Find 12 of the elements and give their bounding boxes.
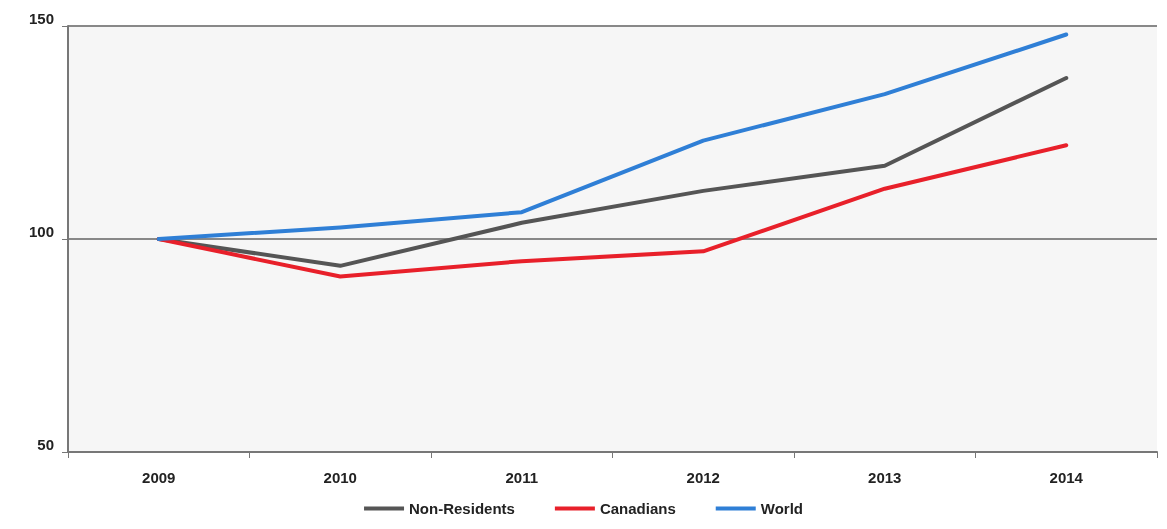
legend-label: World (760, 500, 803, 517)
x-tick-label: 2010 (323, 469, 357, 486)
legend-label: Non-Residents (409, 500, 515, 517)
x-tick-label: 2014 (1049, 469, 1084, 486)
y-tick-label: 150 (28, 10, 54, 27)
y-tick-label: 100 (28, 223, 54, 240)
x-tick-label: 2013 (868, 469, 902, 486)
legend-label: Canadians (599, 500, 676, 517)
x-tick-label: 2009 (142, 469, 176, 486)
x-tick-label: 2012 (686, 469, 720, 486)
y-tick-label: 50 (37, 436, 54, 453)
x-tick-label: 2011 (505, 469, 539, 486)
